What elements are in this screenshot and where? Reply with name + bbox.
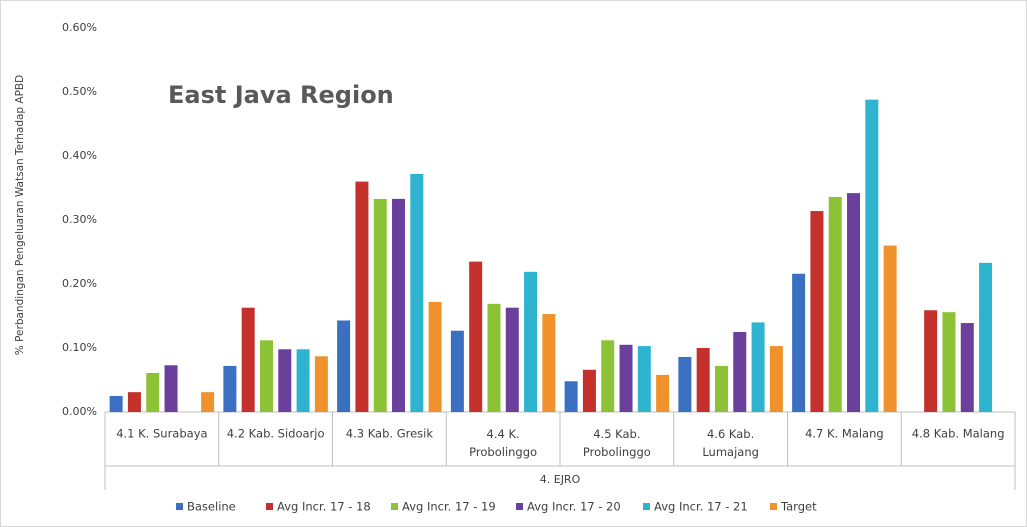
bar (564, 381, 578, 412)
bar (883, 245, 897, 412)
bar (619, 344, 633, 412)
bar (109, 396, 123, 412)
bar (792, 273, 806, 412)
x-tick-label: 4.3 Kab. Gresik (346, 427, 434, 441)
bar (601, 340, 615, 412)
x-tick-label: 4.4 K. Probolinggo (469, 427, 537, 459)
legend-swatch (516, 503, 523, 510)
bar (714, 365, 728, 412)
bar (164, 365, 178, 412)
bar (469, 261, 483, 412)
bar (696, 348, 710, 412)
bar (656, 374, 670, 412)
bar (259, 340, 273, 412)
legend-swatch (266, 503, 273, 510)
bar (637, 346, 651, 412)
legend-label: Avg Incr. 17 - 20 (527, 500, 621, 514)
y-tick-label: 0.40% (62, 149, 97, 162)
bar (733, 332, 747, 412)
bar (582, 369, 596, 412)
bar (924, 310, 938, 412)
bar (223, 365, 237, 412)
bar (810, 211, 824, 412)
bar (373, 198, 387, 412)
annotation-bg (160, 78, 396, 114)
legend-label: Target (780, 500, 817, 514)
x-tick-label: 4.5 Kab. Probolinggo (583, 427, 651, 459)
bar (542, 314, 556, 412)
y-tick-label: 0.50% (62, 85, 97, 98)
bar (828, 196, 842, 412)
y-tick-label: 0.30% (62, 213, 97, 226)
y-tick-label: 0.00% (62, 405, 97, 418)
legend-label: Baseline (187, 500, 236, 514)
bar (392, 198, 406, 412)
y-tick-label: 0.60% (62, 21, 97, 34)
bar (960, 323, 974, 412)
bar (524, 271, 538, 412)
bar (201, 392, 215, 412)
x-tick-label: 4.7 K. Malang (805, 427, 884, 441)
legend-label: Avg Incr. 17 - 19 (402, 500, 496, 514)
bar (847, 193, 861, 412)
bar (450, 330, 464, 412)
bar (278, 349, 292, 412)
bar (296, 349, 310, 412)
legend-swatch (391, 503, 398, 510)
bar (769, 346, 783, 412)
legend-label: Avg Incr. 17 - 18 (277, 500, 371, 514)
bar (942, 312, 956, 412)
legend-swatch (643, 503, 650, 510)
y-tick-label: 0.20% (62, 277, 97, 290)
bar (410, 173, 424, 412)
bar (678, 356, 692, 412)
x-tick-label: 4.6 Kab. Lumajang (702, 427, 759, 459)
legend-swatch (770, 503, 777, 510)
legend-label: Avg Incr. 17 - 21 (654, 500, 748, 514)
bar (505, 307, 519, 412)
bar (337, 320, 351, 412)
bar (865, 99, 879, 413)
annotation: East Java Region (168, 81, 394, 109)
bar (127, 392, 141, 412)
bar (428, 301, 442, 412)
bar (241, 307, 255, 412)
x-tick-label: 4.2 Kab. Sidoarjo (227, 427, 325, 441)
y-axis-label: % Perbandingan Pengeluaran Watsan Terhad… (14, 75, 26, 355)
legend-swatch (176, 503, 183, 510)
bar (314, 356, 328, 412)
bar (979, 262, 993, 412)
x-tick-label: 4.8 Kab. Malang (912, 427, 1005, 441)
bar (146, 372, 160, 412)
bar (355, 181, 369, 412)
x-group-label: 4. EJRO (540, 473, 581, 486)
y-tick-label: 0.10% (62, 341, 97, 354)
bar (487, 303, 501, 412)
x-tick-label: 4.1 K. Surabaya (116, 427, 207, 441)
bar (751, 322, 765, 412)
